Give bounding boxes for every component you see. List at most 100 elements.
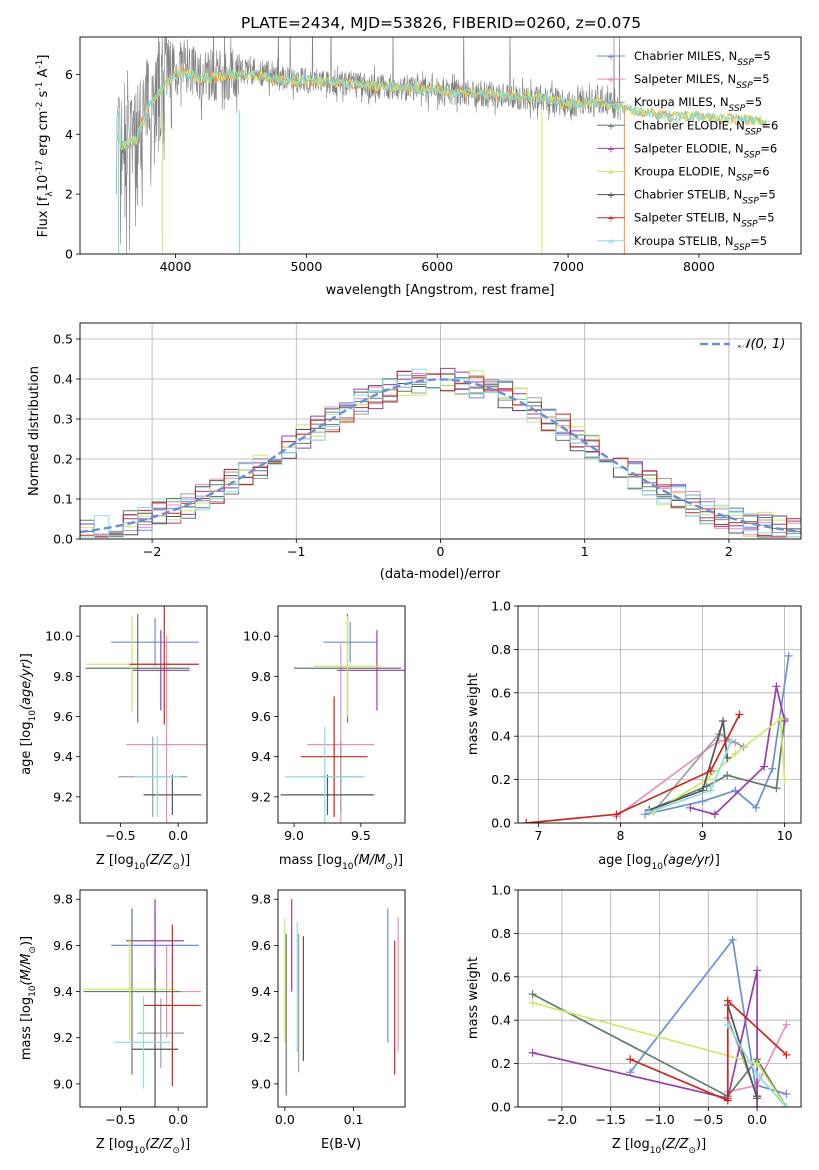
y-tick-label: 0.4 <box>491 729 511 744</box>
y-tick-label: 9.6 <box>53 709 73 724</box>
weight-marker <box>731 749 740 758</box>
weight-marker <box>728 935 737 944</box>
label-part: s <box>36 90 51 101</box>
label-part: )] <box>393 853 403 868</box>
label-part: age [log <box>19 722 34 775</box>
label-part: ⊙ <box>172 1146 180 1156</box>
label-part: SSP <box>736 81 753 91</box>
y-tick-label: 0.2 <box>491 772 511 787</box>
y-tick-label: 9.2 <box>251 1030 271 1045</box>
label-part: )] <box>180 1137 190 1152</box>
chart-mass-vs-Z: −0.5 0.0 9.0 9.2 9.4 9.6 9.8 <box>53 889 208 1127</box>
x-tick-label: 8000 <box>683 259 715 274</box>
y-tick-label: 4 <box>65 127 73 142</box>
label-part: (M/M <box>19 954 34 986</box>
weight-marker <box>528 998 537 1007</box>
legend-label: Kroupa STELIB, NSSP=5 <box>634 234 767 253</box>
x-axis-label: (data-model)/error <box>380 567 501 582</box>
axes-frame <box>79 36 802 255</box>
label-part: ⊙ <box>385 862 393 872</box>
label-part: Chabrier ELODIE, N <box>634 118 745 132</box>
x-axis-label: wavelength [Angstrom, rest frame] <box>326 283 555 298</box>
weight-marker <box>723 1096 732 1105</box>
plot-area <box>284 899 399 1096</box>
plot-area <box>85 606 207 823</box>
label-part: Salpeter ELODIE, N <box>634 141 744 155</box>
y-tick-label: 0.4 <box>491 1013 511 1028</box>
label-part: 10 <box>28 985 38 997</box>
x-tick-label: 10 <box>777 828 793 843</box>
weight-line <box>526 714 741 823</box>
x-tick-label: 7000 <box>552 259 584 274</box>
label-part: ] <box>36 55 51 60</box>
chart-spectrum: 4000 5000 6000 7000 8000 0 2 4 6 + Chabrier MILES,… <box>65 36 802 274</box>
y-tick-label: 0.2 <box>53 452 73 467</box>
x-axis-label: Z [log10(Z/Z⊙)] <box>612 1137 706 1156</box>
legend-label: Salpeter STELIB, NSSP=5 <box>634 211 775 230</box>
weight-marker <box>522 819 531 823</box>
weight-marker <box>772 784 781 793</box>
y-tick-label: 0.0 <box>491 816 511 831</box>
weight-marker <box>626 1055 635 1064</box>
weight-marker <box>528 990 537 999</box>
weight-marker <box>706 786 715 795</box>
label-part: SSP <box>736 174 753 184</box>
label-part: 10 <box>650 1146 662 1156</box>
chart-residuals: −2 −1 0 1 2 0.0 0.1 0.2 0.3 0.4 0.5 𝒩(0, 1) <box>53 322 802 559</box>
label-part: SSP <box>734 243 751 253</box>
y-axis-label: mass weight <box>466 673 481 755</box>
x-tick-label: −2.0 <box>547 1112 577 1127</box>
weight-marker <box>528 1048 537 1057</box>
label-part: =6 <box>761 118 778 132</box>
legend-marker: + <box>607 191 615 202</box>
y-tick-label: 9.6 <box>53 938 73 953</box>
y-tick-label: 0.0 <box>53 532 73 547</box>
weight-marker <box>760 762 769 771</box>
label-part: (age/yr) <box>19 658 34 710</box>
y-tick-label: 9.2 <box>53 1030 73 1045</box>
legend-marker: + <box>607 121 615 132</box>
x-tick-label: 6000 <box>421 259 453 274</box>
plot-area <box>280 614 405 823</box>
weight-line <box>532 970 758 1107</box>
axes-frame <box>79 322 802 540</box>
weight-marker <box>753 1092 762 1101</box>
label-part: -17 <box>35 160 45 175</box>
y-tick-label: 9.8 <box>251 892 271 907</box>
data-spectrum <box>116 37 621 254</box>
label-part: ] <box>19 653 34 658</box>
x-tick-label: 0.0 <box>168 828 188 843</box>
x-tick-label: 8 <box>617 828 625 843</box>
legend-marker: + <box>607 52 615 63</box>
label-part: SSP <box>737 58 754 68</box>
weight-marker <box>753 1059 762 1068</box>
weight-marker <box>719 717 728 726</box>
label-part: Flux [f <box>36 196 51 237</box>
x-tick-label: 0 <box>437 544 445 559</box>
weight-marker <box>776 714 785 723</box>
weight-marker <box>706 766 715 775</box>
x-tick-label: 0.0 <box>747 1112 767 1127</box>
label-part: Salpeter STELIB, N <box>634 211 741 225</box>
weight-line <box>532 993 788 1107</box>
label-part: =6 <box>760 141 777 155</box>
chart-weight-vs-Z: −2.0 −1.5 −1.0 −0.5 0.0 0.0 0.2 0.4 0.6 0.8 1.0 <box>491 883 802 1127</box>
weight-marker <box>768 764 777 773</box>
label-part: SSP <box>741 220 758 230</box>
label-part: =5 <box>758 211 775 225</box>
weight-marker <box>710 810 719 819</box>
x-tick-label: 0.0 <box>275 1112 295 1127</box>
weight-line <box>648 720 729 811</box>
legend-marker: + <box>607 237 615 248</box>
y-tick-label: 9.4 <box>53 749 73 764</box>
label-part: =5 <box>759 188 776 202</box>
y-tick-label: 2 <box>65 187 73 202</box>
weight-marker <box>641 810 650 819</box>
y-tick-label: 9.4 <box>53 984 73 999</box>
y-tick-label: 0.0 <box>491 1100 511 1115</box>
label-part: Kroupa ELODIE, N <box>634 165 736 179</box>
y-tick-label: 6 <box>65 67 73 82</box>
x-axis-label: mass [log10(M/M⊙)] <box>279 853 403 872</box>
label-part: (Z/Z <box>661 1137 689 1152</box>
y-tick-label: 0.4 <box>53 372 73 387</box>
